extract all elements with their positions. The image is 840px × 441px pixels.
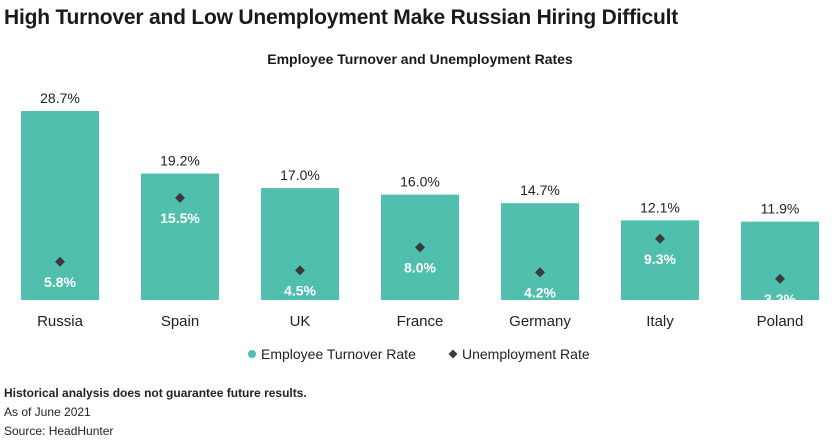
legend-unemployment-label: Unemployment Rate [462, 346, 590, 362]
unemployment-label-poland: 3.2% [764, 291, 796, 307]
bar-russia [21, 111, 99, 300]
category-label-russia: Russia [37, 313, 84, 330]
unemployment-point-uk [295, 265, 305, 276]
unemployment-point-germany [535, 267, 545, 278]
category-label-germany: Germany [509, 313, 571, 330]
legend-unemployment-swatch [448, 349, 458, 359]
legend-turnover-label: Employee Turnover Rate [261, 346, 416, 362]
turnover-label-italy: 12.1% [640, 199, 680, 215]
unemployment-label-germany: 4.2% [524, 284, 556, 300]
turnover-label-uk: 17.0% [280, 167, 320, 183]
as-of-date: As of June 2021 [4, 405, 91, 419]
unemployment-point-russia [55, 256, 65, 267]
turnover-label-poland: 11.9% [761, 201, 800, 217]
turnover-label-france: 16.0% [400, 174, 440, 190]
legend-turnover-swatch [248, 350, 256, 358]
category-label-poland: Poland [757, 313, 804, 330]
disclaimer: Historical analysis does not guarantee f… [4, 386, 307, 400]
unemployment-point-spain [175, 192, 185, 203]
unemployment-label-uk: 4.5% [284, 282, 316, 298]
unemployment-point-poland [775, 273, 785, 284]
unemployment-point-france [415, 242, 425, 253]
category-label-spain: Spain [161, 313, 199, 330]
bar-germany [501, 203, 579, 300]
chart: Employee Turnover and Unemployment Rates… [21, 51, 819, 362]
bar-poland [741, 221, 819, 300]
category-label-uk: UK [290, 313, 311, 330]
bar-uk [261, 188, 339, 300]
page-title: High Turnover and Low Unemployment Make … [4, 6, 679, 29]
bar-italy [621, 220, 699, 300]
unemployment-point-italy [655, 233, 665, 244]
chart-subtitle: Employee Turnover and Unemployment Rates [267, 51, 573, 67]
legend: Employee Turnover Rate Unemployment Rate [248, 346, 590, 362]
category-label-france: France [397, 313, 444, 330]
unemployment-label-russia: 5.8% [44, 274, 76, 290]
source-note: Source: HeadHunter [4, 424, 114, 438]
turnover-label-russia: 28.7% [40, 90, 80, 106]
turnover-label-germany: 14.7% [520, 182, 560, 198]
unemployment-label-italy: 9.3% [644, 251, 676, 267]
bar-spain [141, 173, 219, 300]
category-label-italy: Italy [646, 313, 674, 330]
unemployment-label-spain: 15.5% [160, 210, 200, 226]
plot-area: 28.7% 5.8% Russia 19.2% 15.5% Spain 17.0% 4.5% U… [21, 90, 819, 330]
turnover-label-spain: 19.2% [160, 153, 200, 169]
footer: Historical analysis does not guarantee f… [4, 384, 307, 441]
unemployment-label-france: 8.0% [404, 259, 436, 275]
